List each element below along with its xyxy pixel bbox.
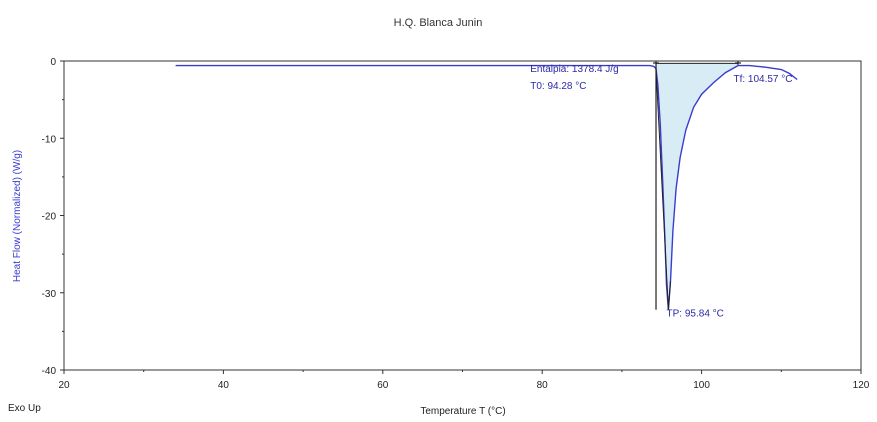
plot-frame [63, 60, 862, 371]
x-axis: 20 40 60 80 100 120 [58, 370, 870, 391]
x-tick-label: 40 [218, 380, 230, 391]
enthalpy-area [656, 63, 739, 310]
peak-outline [655, 68, 671, 310]
annotation-label: Entalpia: 1378.4 J/g [530, 64, 618, 75]
x-tick-label: 60 [377, 380, 389, 391]
annotation-label: T0: 94.28 °C [530, 81, 586, 92]
x-axis-label: Temperature T (°C) [420, 406, 505, 417]
plot-area [63, 60, 862, 371]
x-tick-label: 120 [853, 380, 870, 391]
x-tick-label: 20 [58, 380, 70, 391]
shade-layer [656, 62, 739, 310]
annotations: Entalpia: 1378.4 J/g T0: 94.28 °C Tf: 104.… [530, 64, 792, 320]
chart-title: H.Q. Blanca Junin [394, 17, 483, 29]
x-tick-label: 100 [693, 380, 710, 391]
series-layer [175, 64, 798, 310]
exo-up-label: Exo Up [8, 403, 41, 414]
y-axis-label: Heat Flow (Normalized) (W/g) [12, 150, 23, 282]
y-tick-label: -40 [42, 366, 57, 377]
y-tick-label: -10 [42, 134, 57, 145]
annotation-label: Tf: 104.57 °C [733, 74, 792, 85]
marker-layer [653, 61, 742, 310]
y-tick-label: -20 [42, 212, 57, 223]
y-tick-label: 0 [50, 57, 56, 68]
heat-flow-line [175, 64, 798, 310]
y-axis: 0 -10 -20 -30 -40 [42, 57, 64, 377]
x-tick-label: 80 [537, 380, 549, 391]
annotation-label: TP: 95.84 °C [667, 309, 724, 320]
y-tick-label: -30 [42, 289, 57, 300]
